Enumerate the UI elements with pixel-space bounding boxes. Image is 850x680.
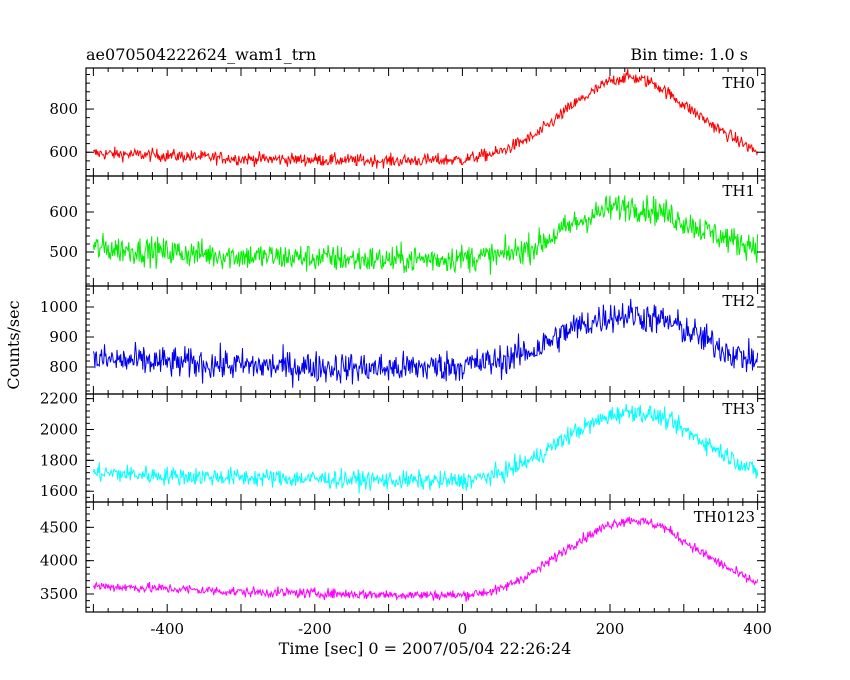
y-tick-label: 2000 [40, 420, 78, 438]
y-axis-label: Counts/sec [4, 300, 23, 389]
y-tick-label: 2200 [40, 390, 78, 408]
panel-label-th1: TH1 [722, 182, 755, 200]
series-line-th3 [92, 404, 759, 494]
panel-label-th2: TH2 [722, 292, 755, 310]
y-tick-label: 800 [49, 358, 78, 376]
x-tick-label: 200 [596, 620, 625, 638]
x-tick-label: 0 [458, 620, 468, 638]
x-tick-label: -200 [298, 620, 332, 638]
y-tick-label: 4500 [40, 518, 78, 536]
y-tick-label: 900 [49, 328, 78, 346]
panel-label-th0123: TH0123 [694, 508, 755, 526]
y-tick-label: 1000 [40, 298, 78, 316]
y-tick-label: 3500 [40, 585, 78, 603]
panel-frame [85, 285, 766, 395]
panel-th1: 500 600 TH1 [49, 175, 766, 287]
panels-group: 600 800 TH0 500 600 TH1 800 900 1000 TH2 1600 1800 2… [40, 67, 766, 613]
panel-frame [85, 501, 766, 613]
panel-frame [85, 393, 766, 503]
panel-th3: 1600 1800 2000 2200 TH3 [40, 390, 766, 503]
x-tick-label: 400 [743, 620, 772, 638]
series-line-th1 [92, 195, 759, 275]
y-tick-label: 500 [49, 243, 78, 261]
y-tick-label: 600 [49, 143, 78, 161]
panel-th0: 600 800 TH0 [49, 67, 766, 177]
panel-th2: 800 900 1000 TH2 [40, 285, 766, 395]
series-line-th0 [92, 68, 759, 169]
y-tick-label: 1600 [40, 482, 78, 500]
series-line-th0123 [92, 516, 759, 602]
x-axis: -400 -200 0 200 400 [150, 620, 772, 638]
y-tick-label: 4000 [40, 552, 78, 570]
x-axis-label: Time [sec] 0 = 2007/05/04 22:26:24 [279, 639, 572, 658]
series-line-th2 [92, 298, 759, 388]
panel-frame [85, 175, 766, 287]
chart-title-left: ae070504222624_wam1_trn [86, 45, 316, 64]
panel-th0123: 3500 4000 4500 TH0123 [40, 501, 766, 613]
panel-label-th0: TH0 [722, 74, 755, 92]
y-tick-label: 600 [49, 203, 78, 221]
panel-label-th3: TH3 [722, 400, 755, 418]
chart-title-right: Bin time: 1.0 s [630, 45, 748, 64]
y-tick-label: 800 [49, 100, 78, 118]
y-tick-label: 1800 [40, 451, 78, 469]
x-tick-label: -400 [150, 620, 184, 638]
